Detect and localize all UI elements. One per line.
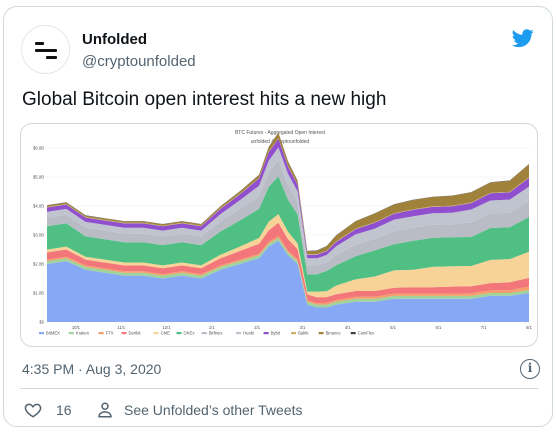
unfolded-logo-icon[interactable] <box>21 25 70 74</box>
x-tick-label: 10/1 <box>72 325 81 330</box>
legend-label: Bitfinex <box>209 331 224 336</box>
series-area-cme <box>47 214 529 298</box>
info-icon[interactable]: i <box>520 359 540 379</box>
series-area-bakkt <box>47 138 529 255</box>
y-tick-label: $3.0B <box>33 233 44 238</box>
legend-label: CoinFlex <box>358 331 375 336</box>
see-other-tweets-link[interactable]: See Unfolded’s other Tweets <box>96 400 303 420</box>
legend-label: Deribit <box>129 331 142 336</box>
x-tick-label: 12/1 <box>162 325 171 330</box>
author-name[interactable]: Unfolded <box>82 31 147 48</box>
like-count: 16 <box>56 402 72 418</box>
legend-label: BitMEX <box>46 331 60 336</box>
series-area-binance <box>47 132 529 255</box>
legend-label: CME <box>161 331 171 336</box>
x-tick-label: 5/1 <box>390 325 396 330</box>
x-tick-label: 6/1 <box>435 325 441 330</box>
y-tick-label: $4.0B <box>33 204 44 209</box>
like-button[interactable]: 16 <box>24 400 72 420</box>
x-tick-label: 3/1 <box>300 325 306 330</box>
y-tick-label: $5.0B <box>33 175 44 180</box>
info-symbol: i <box>527 361 533 375</box>
legend-swatch <box>121 332 127 335</box>
x-tick-label: 4/1 <box>345 325 351 330</box>
legend-swatch <box>98 332 104 335</box>
legend-label: Huobi <box>243 331 254 336</box>
series-area-bybit <box>47 138 529 259</box>
author-handle[interactable]: @cryptounfolded <box>82 53 196 70</box>
y-tick-label: $1.0B <box>33 291 44 296</box>
series-area-kraken <box>47 237 529 308</box>
x-tick-label: 11/1 <box>117 325 126 330</box>
series-area-okex <box>47 176 529 292</box>
heart-icon[interactable] <box>24 401 42 419</box>
legend-swatch <box>236 332 242 335</box>
legend-label: FTX <box>106 331 114 336</box>
twitter-bird-icon[interactable] <box>510 27 536 49</box>
tweet-media-chart[interactable]: BTC Futures - Aggregated Open Interest u… <box>20 123 538 347</box>
open-interest-chart: BTC Futures - Aggregated Open Interest u… <box>33 130 533 336</box>
legend-label: OKEx <box>184 331 196 336</box>
x-tick-label: 7/1 <box>481 325 487 330</box>
legend-swatch <box>201 332 207 335</box>
x-tick-label: 2/1 <box>254 325 260 330</box>
tweet-text: Global Bitcoin open interest hits a new … <box>22 89 387 110</box>
y-tick-label: $2.0B <box>33 262 44 267</box>
see-other-tweets-label: See Unfolded’s other Tweets <box>124 402 303 418</box>
legend-label: Bybit <box>271 331 281 336</box>
legend-label: Bakkt <box>298 331 309 336</box>
legend-swatch <box>291 332 297 335</box>
tweet-timestamp[interactable]: 4:35 PM · Aug 3, 2020 <box>22 361 162 377</box>
legend-swatch <box>153 332 159 335</box>
y-tick-label: $6.0B <box>33 146 44 151</box>
legend-swatch <box>318 332 324 335</box>
person-icon <box>98 402 112 418</box>
legend-swatch <box>350 332 356 335</box>
chart-title: BTC Futures - Aggregated Open Interest <box>235 130 326 136</box>
legend-label: Binance <box>326 331 342 336</box>
legend-swatch <box>263 332 269 335</box>
legend-swatch <box>68 332 74 335</box>
x-tick-label: 8/1 <box>526 325 532 330</box>
y-tick-label: $0 <box>39 320 44 325</box>
tweet-card[interactable]: Unfolded @cryptounfolded Global Bitcoin … <box>3 6 553 427</box>
x-tick-label: 1/1 <box>209 325 215 330</box>
series-area-bitmex <box>47 240 529 322</box>
legend-swatch <box>39 332 44 335</box>
legend-label: Kraken <box>76 331 90 336</box>
legend-swatch <box>176 332 182 335</box>
divider <box>20 388 538 389</box>
